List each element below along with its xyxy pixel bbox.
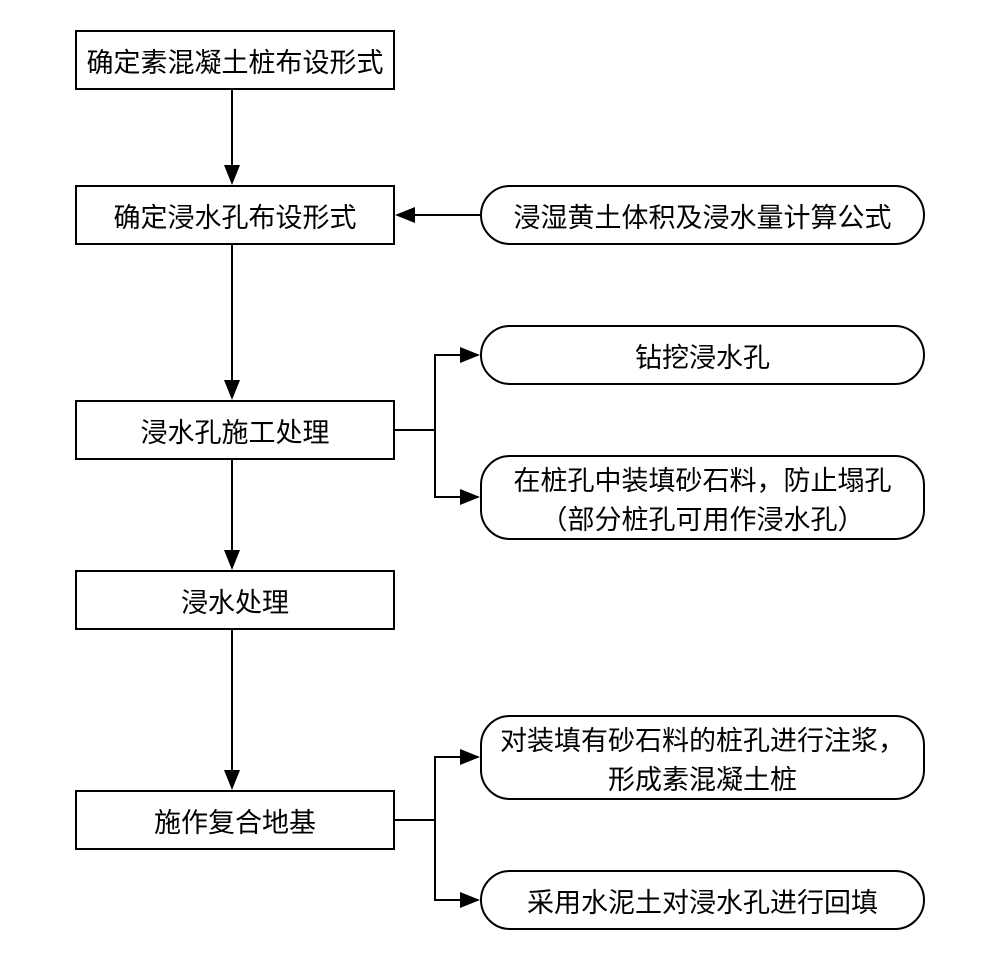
process-label: 施作复合地基 (154, 801, 316, 840)
annotation-label: 钻挖浸水孔 (635, 336, 770, 375)
annotation-label: 浸湿黄土体积及浸水量计算公式 (514, 196, 892, 235)
process-box: 确定浸水孔布设形式 (75, 185, 395, 245)
annotation-label: 在桩孔中装填砂石料，防止塌孔（部分桩孔可用作浸水孔） (494, 459, 911, 537)
process-label: 浸水处理 (181, 581, 289, 620)
flow-arrow (395, 355, 478, 430)
annotation-box: 钻挖浸水孔 (480, 325, 925, 385)
annotation-label: 对装填有砂石料的桩孔进行注浆，形成素混凝土桩 (494, 719, 911, 797)
annotation-box: 浸湿黄土体积及浸水量计算公式 (480, 185, 925, 245)
process-box: 施作复合地基 (75, 790, 395, 850)
flow-arrow (395, 820, 478, 900)
flow-arrow (395, 757, 478, 820)
process-box: 浸水处理 (75, 570, 395, 630)
flow-arrow (395, 430, 478, 497)
process-box: 确定素混凝土桩布设形式 (75, 30, 395, 90)
annotation-box: 对装填有砂石料的桩孔进行注浆，形成素混凝土桩 (480, 715, 925, 800)
annotation-box: 在桩孔中装填砂石料，防止塌孔（部分桩孔可用作浸水孔） (480, 455, 925, 540)
process-label: 确定浸水孔布设形式 (114, 196, 357, 235)
annotation-box: 采用水泥土对浸水孔进行回填 (480, 870, 925, 930)
process-label: 确定素混凝土桩布设形式 (87, 41, 384, 80)
process-label: 浸水孔施工处理 (141, 411, 330, 450)
process-box: 浸水孔施工处理 (75, 400, 395, 460)
annotation-label: 采用水泥土对浸水孔进行回填 (527, 881, 878, 920)
